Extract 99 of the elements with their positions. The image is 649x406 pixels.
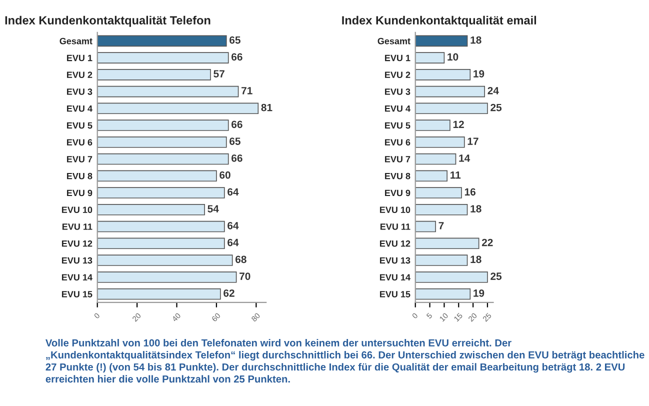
data-label: 57 — [214, 70, 224, 78]
y-tick-label: EVU 5 — [385, 122, 410, 129]
y-tick-label: EVU 2 — [67, 72, 92, 78]
bar — [415, 136, 465, 148]
data-label: 17 — [468, 138, 478, 145]
data-label: 62 — [224, 289, 234, 297]
bar — [415, 220, 436, 232]
bar — [97, 35, 227, 47]
bar — [97, 204, 205, 216]
bar — [415, 288, 471, 300]
bar — [415, 102, 488, 114]
y-tick-label: EVU 13 — [380, 257, 410, 264]
data-label: 66 — [232, 53, 242, 61]
data-label: 54 — [208, 205, 219, 212]
bar — [97, 272, 237, 283]
y-tick-label: EVU 8 — [385, 172, 410, 180]
bar — [415, 86, 486, 98]
data-label: 11 — [450, 171, 461, 179]
bar — [415, 204, 468, 216]
data-label: 25 — [490, 272, 502, 280]
data-label: 60 — [220, 171, 230, 179]
data-label: 64 — [228, 188, 239, 196]
y-tick-label: EVU 7 — [67, 156, 92, 162]
data-label: 14 — [459, 154, 470, 162]
text: Volle Punktzahl von 100 bei den Telefonaten wird von keinem der untersuchten EVU erreicht. Der „Kundenkontaktqualitätsindex Telefon“ liegt durchschnittlich bei 66. Der Unterschied zwischen den EVU beträgt beachtliche 27 Punkte (!) (von 54 bis 81 Punkte). Der durchschnittliche Index für die Qualität der email Bearbeitung beträgt 18. 2 EVU erreichten hier die volle Punktzahl von 25 Punkten. — [46, 339, 644, 383]
y-tick-label: EVU 14 — [62, 274, 92, 281]
y-tick-label: EVU 7 — [385, 156, 410, 162]
bar — [415, 120, 450, 131]
bar — [415, 254, 468, 266]
bar — [97, 136, 227, 148]
data-label: 70 — [240, 272, 250, 280]
y-tick-label: EVU 11 — [380, 224, 410, 230]
bar — [97, 52, 229, 64]
data-label: 12 — [453, 120, 464, 128]
data-label: 66 — [232, 154, 242, 162]
data-label: 18 — [470, 36, 482, 44]
data-label: 65 — [230, 36, 240, 44]
data-label: 22 — [482, 238, 493, 246]
y-tick-label: EVU 12 — [380, 240, 410, 247]
bar — [97, 102, 259, 114]
data-label: 18 — [470, 205, 482, 212]
y-tick-label: EVU 10 — [380, 206, 410, 214]
y-tick-label: EVU 6 — [385, 139, 410, 146]
bar — [97, 120, 229, 131]
y-tick-label: EVU 9 — [385, 190, 410, 196]
chart-title: Index Kundenkontaktqualität email — [342, 16, 536, 27]
data-label: 64 — [228, 238, 239, 246]
chart-title: Index Kundenkontaktqualität Telefon — [5, 16, 210, 27]
data-label: 81 — [261, 104, 272, 112]
y-tick-label: EVU 4 — [385, 105, 410, 112]
data-label: 68 — [236, 256, 246, 264]
data-label: 18 — [470, 256, 482, 264]
y-tick-label: EVU 12 — [62, 240, 92, 247]
data-label: 16 — [464, 188, 476, 196]
bar — [97, 254, 233, 266]
bar — [97, 86, 239, 98]
y-tick-label: EVU 3 — [67, 88, 92, 95]
bar — [415, 35, 468, 47]
bar — [415, 272, 488, 283]
y-tick-label: EVU 4 — [67, 105, 92, 112]
bar — [97, 170, 217, 182]
data-label: 66 — [232, 120, 242, 128]
y-tick-label: EVU 15 — [62, 291, 92, 298]
y-tick-label: EVU 14 — [380, 274, 410, 281]
bar — [97, 153, 229, 165]
y-tick-label: EVU 2 — [385, 72, 410, 78]
bar — [415, 69, 471, 80]
bar — [415, 153, 456, 165]
y-tick-label: EVU 3 — [385, 88, 410, 95]
bar — [97, 288, 221, 300]
y-tick-label: EVU 1 — [385, 54, 410, 62]
y-tick-label: EVU 8 — [67, 172, 92, 180]
data-label: 19 — [474, 289, 484, 297]
bar — [97, 238, 225, 250]
y-tick-label: Gesamt — [378, 38, 410, 44]
y-tick-label: EVU 10 — [62, 206, 92, 214]
y-tick-label: Gesamt — [60, 38, 92, 44]
y-tick-label: EVU 6 — [67, 139, 92, 146]
data-label: 7 — [438, 222, 444, 230]
y-tick-label: EVU 11 — [62, 224, 92, 230]
bar — [97, 220, 225, 232]
data-label: 19 — [474, 70, 484, 78]
y-tick-label: EVU 13 — [62, 257, 92, 264]
bar — [415, 238, 480, 250]
y-tick-label: EVU 5 — [67, 122, 92, 129]
bar — [97, 187, 225, 198]
data-label: 65 — [230, 138, 240, 145]
bar — [415, 170, 448, 182]
y-tick-label: EVU 1 — [67, 54, 92, 62]
y-tick-label: EVU 15 — [380, 291, 410, 298]
data-label: 24 — [488, 86, 499, 94]
bar — [97, 69, 211, 80]
bar — [415, 187, 462, 198]
data-label: 71 — [242, 87, 252, 94]
data-label: 64 — [228, 222, 239, 230]
data-label: 10 — [448, 53, 458, 61]
data-label: 25 — [490, 104, 502, 112]
bar — [415, 52, 445, 64]
y-tick-label: EVU 9 — [67, 190, 92, 196]
